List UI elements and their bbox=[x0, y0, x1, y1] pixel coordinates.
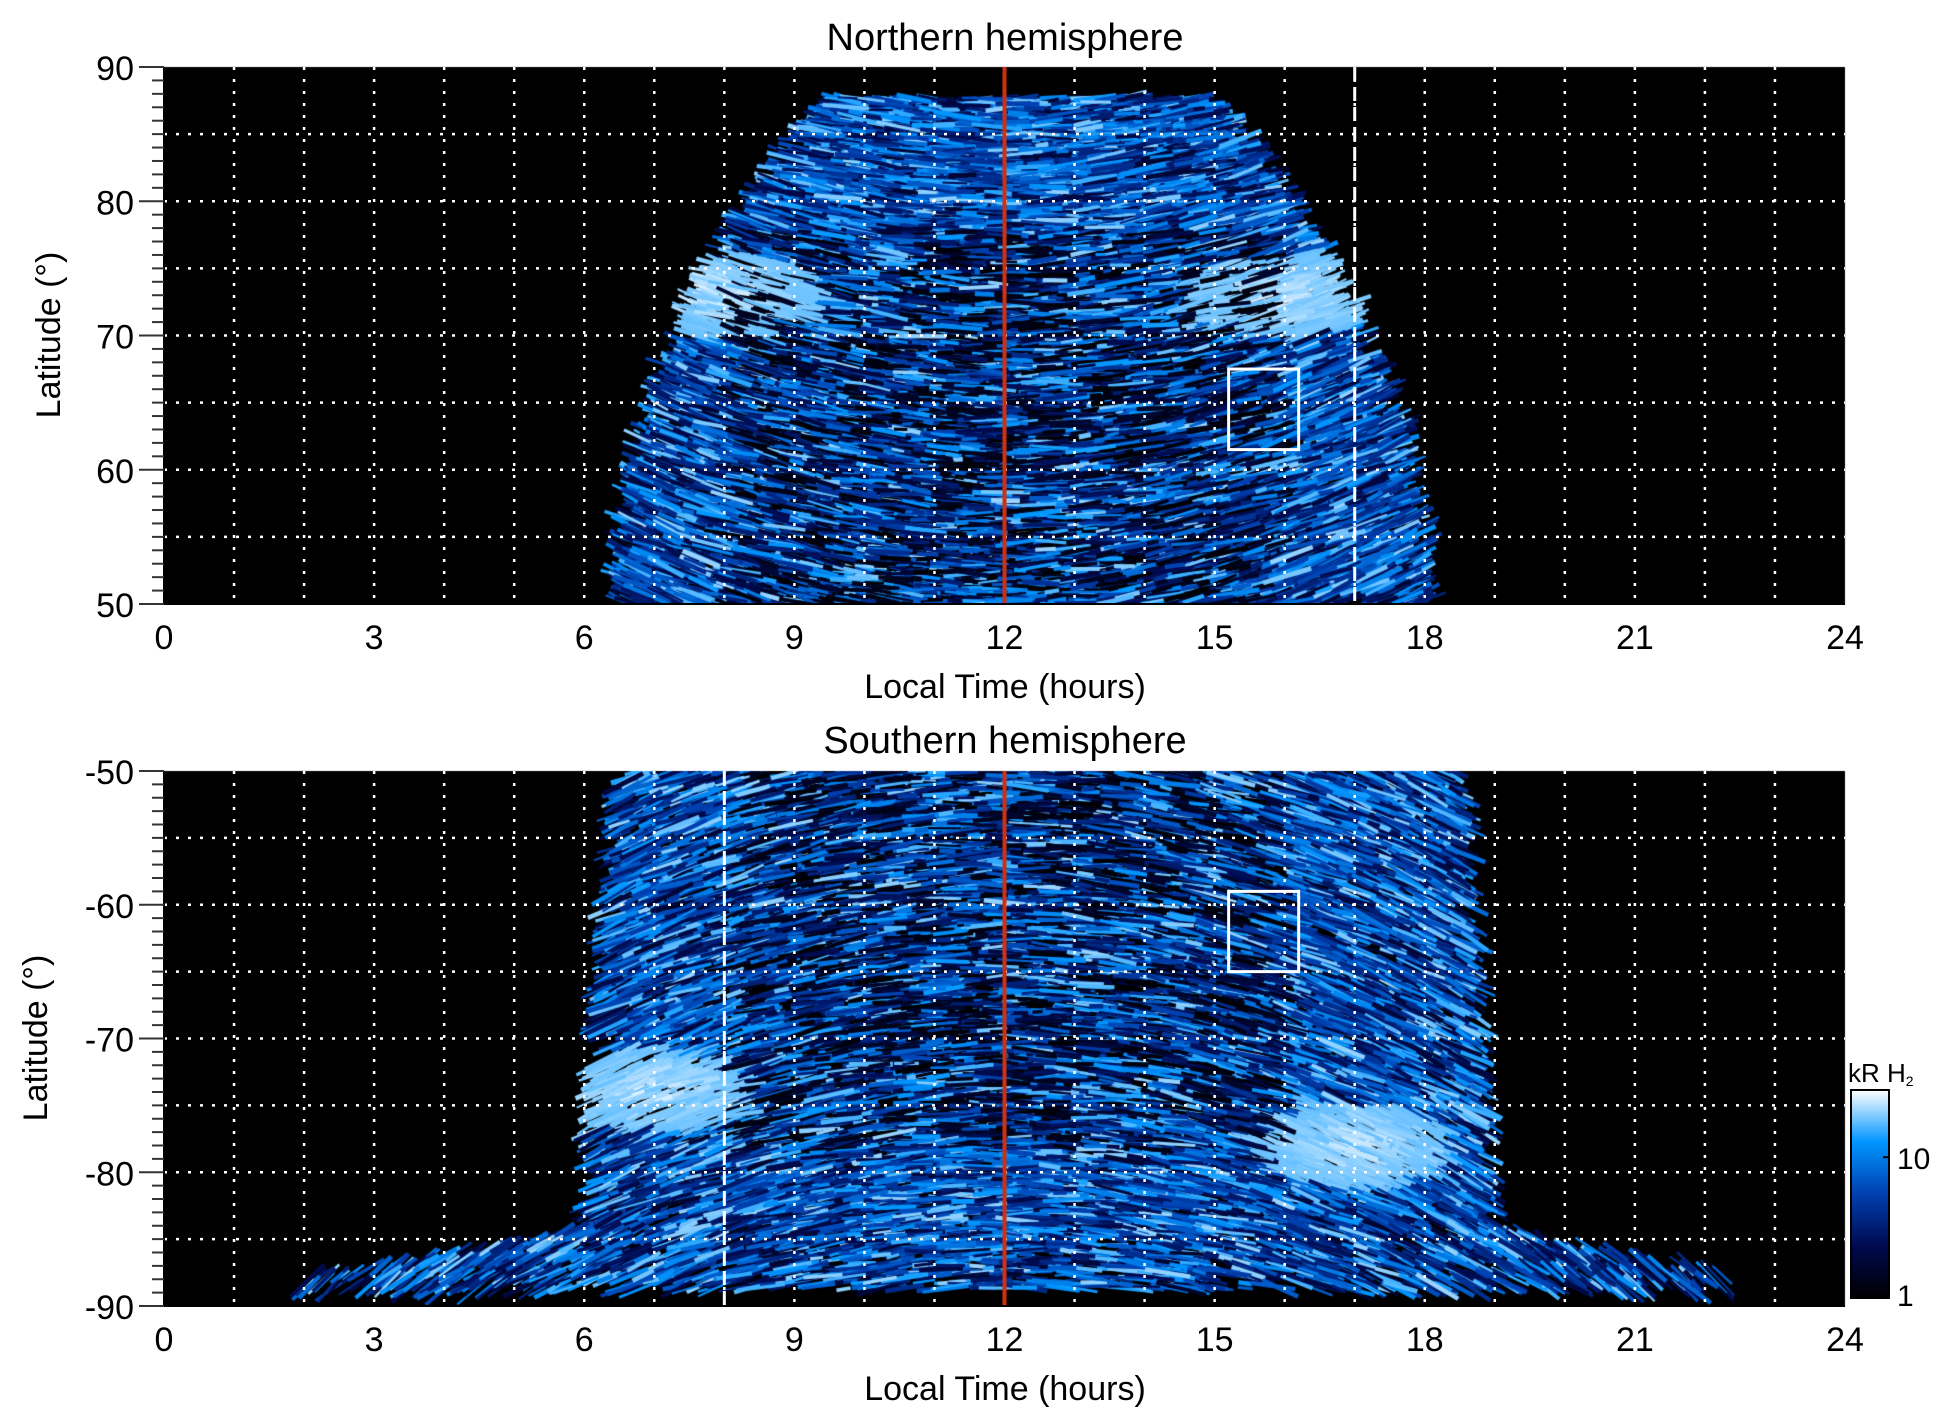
south-title: Southern hemisphere bbox=[823, 720, 1186, 762]
y-tick-label: 70 bbox=[96, 319, 134, 357]
y-tick-label: 80 bbox=[96, 184, 134, 222]
north-title: Northern hemisphere bbox=[827, 17, 1184, 59]
x-tick-label: 3 bbox=[365, 1321, 384, 1359]
x-tick-label: 15 bbox=[1196, 619, 1234, 657]
south-xlabel: Local Time (hours) bbox=[864, 1370, 1146, 1408]
region-box bbox=[1227, 889, 1301, 974]
x-tick-label: 0 bbox=[155, 619, 174, 657]
y-tick-label: -50 bbox=[85, 754, 134, 792]
x-tick-label: 12 bbox=[986, 1321, 1024, 1359]
x-tick-label: 18 bbox=[1406, 1321, 1444, 1359]
region-box bbox=[1227, 367, 1301, 452]
colorbar-tick-label: 10 bbox=[1897, 1143, 1930, 1176]
north-xlabel: Local Time (hours) bbox=[864, 668, 1146, 706]
x-tick-label: 21 bbox=[1616, 1321, 1654, 1359]
y-tick-label: 60 bbox=[96, 453, 134, 491]
x-tick-label: 6 bbox=[575, 1321, 594, 1359]
north-ylabel: Latitude (°) bbox=[30, 252, 68, 419]
x-tick-label: 3 bbox=[365, 619, 384, 657]
y-tick-label: -90 bbox=[85, 1289, 134, 1327]
x-tick-label: 15 bbox=[1196, 1321, 1234, 1359]
colorbar bbox=[1850, 1089, 1890, 1299]
x-tick-label: 9 bbox=[785, 1321, 804, 1359]
colorbar-tick-label: 1 bbox=[1897, 1280, 1914, 1313]
x-tick-label: 21 bbox=[1616, 619, 1654, 657]
y-tick-label: -60 bbox=[85, 888, 134, 926]
x-tick-label: 24 bbox=[1826, 1321, 1864, 1359]
x-tick-label: 6 bbox=[575, 619, 594, 657]
y-tick-label: -80 bbox=[85, 1155, 134, 1193]
x-tick-label: 0 bbox=[155, 1321, 174, 1359]
y-tick-label: -70 bbox=[85, 1022, 134, 1060]
colorbar-label: kR H2 bbox=[1848, 1058, 1914, 1089]
x-tick-label: 24 bbox=[1826, 619, 1864, 657]
x-tick-label: 18 bbox=[1406, 619, 1444, 657]
y-tick-label: 90 bbox=[96, 50, 134, 88]
x-tick-label: 9 bbox=[785, 619, 804, 657]
south-ylabel: Latitude (°) bbox=[17, 955, 55, 1122]
y-tick-label: 50 bbox=[96, 587, 134, 625]
x-tick-label: 12 bbox=[986, 619, 1024, 657]
